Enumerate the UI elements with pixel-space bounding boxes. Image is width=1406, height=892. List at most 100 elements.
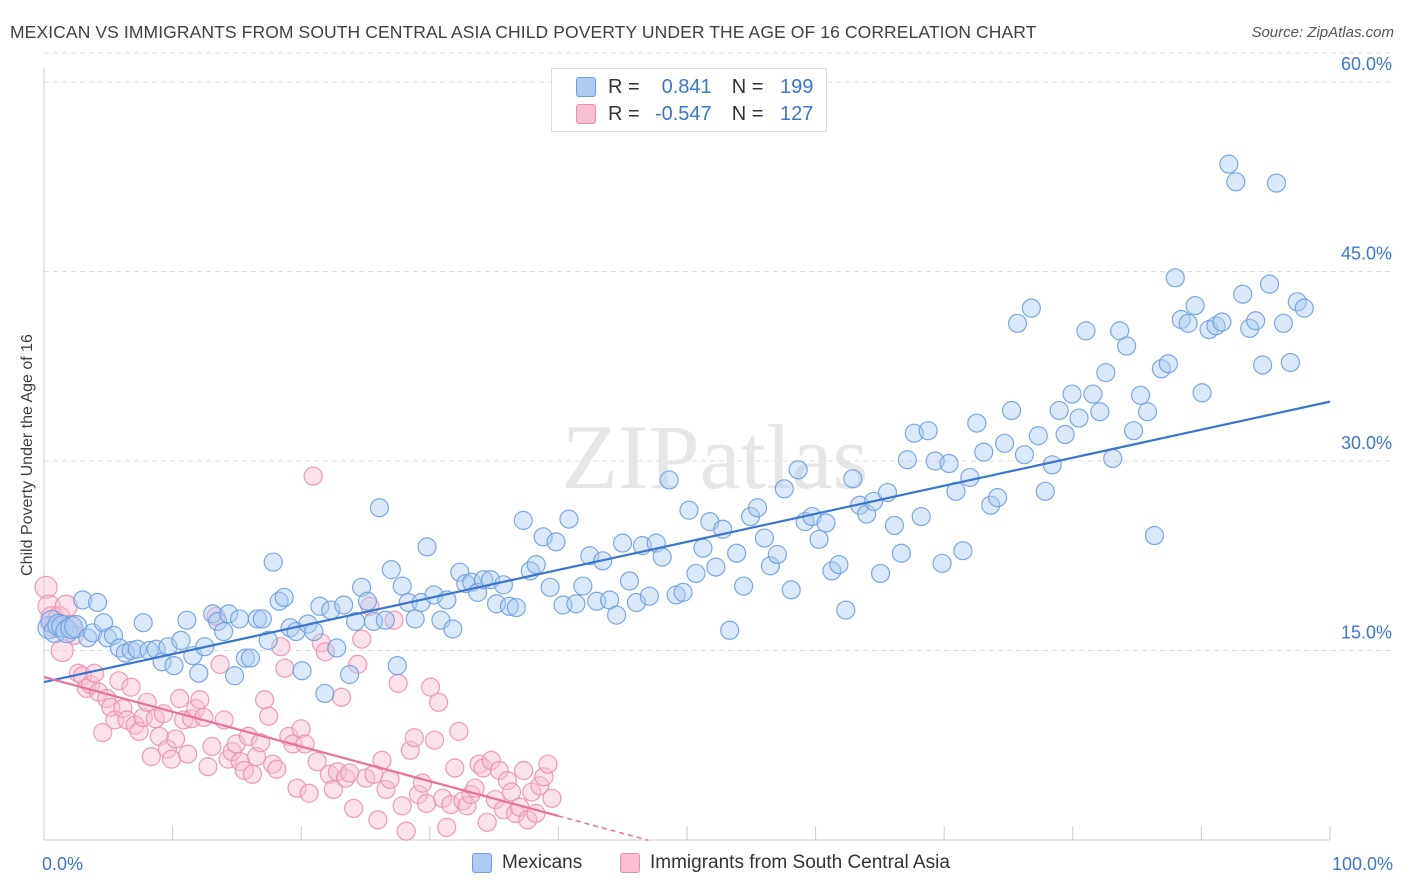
immigrants-point [542,788,562,808]
mexicans-point [953,541,973,561]
stats-legend: R = 0.841 N = 199 R = -0.547 N = 127 [551,68,827,132]
immigrants-point [141,747,161,767]
mexicans-point [357,591,378,611]
immigrants-point [202,736,222,757]
immigrants-point [165,729,186,749]
immigrants-point [303,466,323,486]
mexicans-point [1266,173,1287,193]
mexicans-point [727,543,747,563]
watermark: ZIPatlas [562,406,869,508]
mexicans-point [513,510,533,530]
blue-series-points [37,154,1314,704]
immigrants-trend-extension [558,815,649,842]
mexicans-point [932,553,952,573]
mexicans-point [760,556,780,576]
mexicans-point [843,469,863,489]
mexicans-point [1158,354,1178,374]
legend-swatch-blue [576,77,596,97]
mexicans-point [994,433,1015,453]
mexicans-point [639,586,659,606]
x-tick-label: 0.0% [42,854,83,874]
immigrants-point [271,637,291,657]
immigrants-point [157,739,178,759]
immigrants-trend-line [43,675,559,818]
mexicans-point [218,604,239,624]
mexicans-point [816,513,836,533]
mexicans-point [754,528,775,548]
mexicans-point [809,529,829,549]
mexicans-point [686,563,706,584]
mexicans-point [788,460,808,480]
mexicans-point [1165,268,1185,288]
mexicans-point [263,552,283,572]
immigrants-point [307,752,327,772]
mexicans-point [252,609,272,629]
immigrants-point [161,749,182,769]
immigrants-point [400,740,420,760]
mexicans-point [720,620,740,640]
mexicans-point [1280,352,1300,373]
legend-r-value: -0.547 [654,102,712,125]
mexicans-trend-line [43,400,1331,684]
mexicans-point [387,656,407,676]
immigrants-point [457,796,477,816]
mexicans-point [224,666,245,686]
mexicans-point [392,576,412,596]
mexicans-point [606,605,627,625]
mexicans-point [573,576,593,596]
trend-lines [43,400,1331,842]
mexicans-point [967,413,987,433]
mexicans-point [417,537,437,557]
mexicans-point [546,532,566,552]
mexicans-point [499,596,520,616]
mexicans-point [1212,312,1232,332]
immigrants-point [242,764,263,784]
legend-n-value: 199 [780,75,814,98]
mexicans-point [1144,525,1165,546]
mexicans-point [164,656,184,676]
mexicans-point [1028,426,1048,446]
mexicans-point [1090,402,1110,422]
immigrants-point [388,673,408,693]
immigrants-point [497,771,518,791]
immigrants-point [34,575,58,599]
mexicans-point [1178,313,1198,333]
mexicans-point [1083,384,1103,404]
mexicans-point [1123,421,1144,441]
immigrants-point [501,782,522,802]
mexicans-point [247,609,267,629]
legend-item-immigrants: Immigrants from South Central Asia [620,852,950,874]
mexicans-point [1014,445,1035,465]
mexicans-point [1219,154,1239,174]
mexicans-point [974,442,994,462]
mexicans-point [1035,481,1055,501]
immigrants-point [489,760,509,781]
immigrants-point [477,812,497,832]
mexicans-point [1137,402,1158,422]
chart-title: MEXICAN VS IMMIGRANTS FROM SOUTH CENTRAL… [10,22,1037,42]
immigrants-point [254,690,275,710]
pink-series-points [34,466,562,841]
immigrants-point [420,677,441,697]
mexicans-point [493,575,514,595]
legend-row-immigrants: R = -0.547 N = 127 [576,102,813,126]
source-label: Source: ZipAtlas.com [1251,24,1394,41]
mexicans-point [1021,298,1041,318]
immigrants-point [331,687,352,707]
mexicans-point [405,609,425,629]
mexicans-point [981,495,1001,515]
mexicans-point [679,500,699,520]
legend-r-value: 0.841 [661,75,712,98]
mexicans-point [1096,362,1116,383]
mexicans-point [171,630,191,650]
mexicans-point [334,595,354,615]
mexicans-point [1259,274,1280,294]
immigrants-point [344,798,364,819]
immigrants-point [339,763,360,783]
legend-r-label: R = [608,75,640,98]
mexicans-point [884,515,905,536]
immigrants-point [113,699,133,719]
mexicans-point [1001,400,1022,421]
mexicans-point [133,613,153,633]
